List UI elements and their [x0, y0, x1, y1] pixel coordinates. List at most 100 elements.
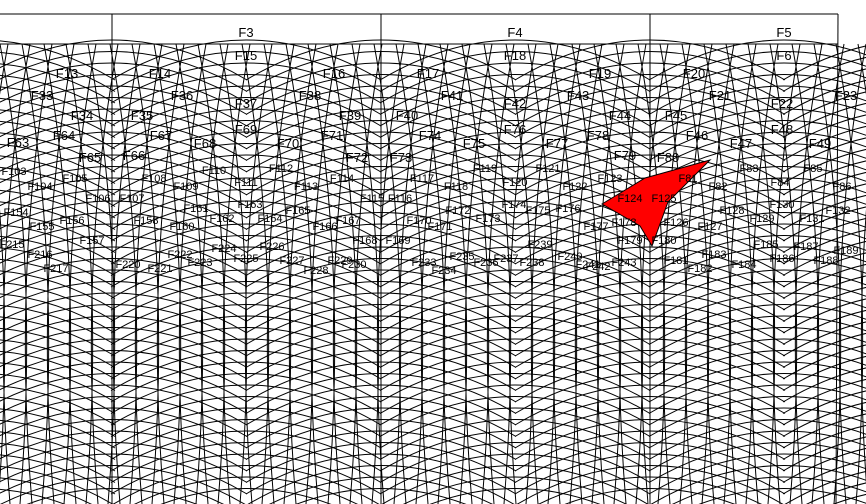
arc-line — [514, 304, 786, 345]
radial-line — [417, 43, 446, 504]
arc-line — [0, 281, 116, 322]
arc-line — [110, 143, 382, 184]
radial-line — [65, 43, 94, 504]
cell-label: F229 — [327, 255, 352, 267]
arc-line — [0, 407, 248, 449]
arc-line — [648, 338, 866, 380]
cell-label: F182 — [687, 263, 712, 275]
arc-line — [648, 74, 866, 115]
arc-line — [514, 108, 786, 150]
cell-label: F222 — [167, 249, 192, 261]
cell-label: F132 — [825, 205, 850, 217]
radial-line — [549, 43, 578, 504]
cell-label: F39 — [339, 108, 361, 123]
radial-line — [725, 43, 754, 504]
radial-line — [552, 43, 581, 504]
arc-line — [648, 292, 866, 334]
cell-label: F105 — [62, 173, 87, 185]
arc-line — [782, 195, 866, 230]
cell-label: F15 — [235, 48, 257, 63]
arc-line — [0, 258, 248, 299]
arc-line — [379, 143, 651, 184]
arc-line — [782, 172, 866, 207]
cell-label: F38 — [299, 88, 321, 103]
arc-line — [379, 373, 651, 414]
arc-line — [782, 57, 866, 92]
cell-label: F48 — [771, 122, 793, 137]
radial-line — [178, 43, 207, 504]
cell-label: F167 — [335, 215, 360, 227]
cell-label: F155 — [29, 221, 54, 233]
arc-line — [0, 465, 114, 504]
cell-label: F242 — [585, 261, 610, 273]
cell-label: F13 — [56, 66, 78, 81]
arc-line — [245, 258, 517, 299]
radial-line — [43, 43, 72, 504]
arc-line — [782, 183, 866, 219]
arc-line — [0, 315, 248, 357]
arc-line — [245, 62, 517, 104]
arc-line — [245, 74, 517, 115]
cell-label: F221 — [147, 263, 172, 275]
arc-line — [648, 97, 866, 138]
cell-label: F6 — [776, 48, 791, 63]
radial-line — [857, 43, 866, 95]
arc-line — [648, 453, 866, 495]
arc-line — [0, 97, 116, 138]
arc-line — [514, 407, 786, 449]
cell-label: F124 — [617, 193, 642, 205]
arc-line — [782, 149, 866, 184]
cell-label: F104 — [27, 181, 52, 193]
arc-line — [0, 200, 248, 242]
cell-label: F176 — [555, 203, 580, 215]
arc-line — [0, 453, 248, 495]
cell-label: F86 — [833, 181, 852, 193]
arc-line — [648, 396, 866, 437]
arc-line — [0, 419, 248, 460]
cell-label: F235 — [449, 251, 474, 263]
arc-line — [648, 177, 866, 219]
arc-line — [110, 442, 382, 483]
arc-line — [648, 281, 866, 322]
arc-line — [782, 103, 866, 138]
arc-line — [514, 396, 786, 437]
arc-line — [110, 419, 382, 460]
arc-line — [0, 63, 116, 104]
radial-line — [835, 43, 864, 504]
radial-line — [772, 43, 801, 504]
arc-line — [0, 201, 116, 242]
arc-line — [110, 85, 382, 127]
arc-line — [514, 281, 786, 322]
cell-label: F166 — [312, 221, 337, 233]
arc-line — [782, 68, 866, 104]
cell-label: F119 — [473, 163, 497, 175]
cell-label: F4 — [507, 25, 522, 40]
cell-label: F46 — [686, 128, 708, 143]
cell-label: F36 — [171, 88, 193, 103]
arc-line — [379, 338, 651, 380]
cell-label: F23 — [835, 88, 857, 103]
cell-label: F68 — [194, 136, 216, 151]
cell-label: F109 — [173, 181, 198, 193]
radial-line — [90, 43, 119, 504]
radial-line — [398, 43, 427, 504]
arc-line — [782, 218, 866, 253]
cell-label: F107 — [119, 193, 144, 205]
arc-line — [110, 430, 382, 472]
arc-line — [0, 155, 116, 196]
arc-line — [514, 39, 786, 81]
arc-line — [245, 131, 517, 173]
arc-line — [648, 108, 866, 150]
arc-line — [0, 166, 116, 207]
cell-label: F84 — [771, 177, 790, 189]
cell-label: F120 — [502, 177, 527, 189]
radial-line — [442, 43, 471, 504]
radial-line — [618, 43, 647, 504]
radial-line — [662, 43, 691, 504]
arc-line — [110, 338, 382, 380]
arc-line — [0, 361, 248, 403]
cell-label: F174 — [501, 199, 526, 211]
arc-line — [782, 402, 866, 437]
cell-label: F49 — [809, 136, 831, 151]
cell-label: F129 — [749, 213, 774, 225]
